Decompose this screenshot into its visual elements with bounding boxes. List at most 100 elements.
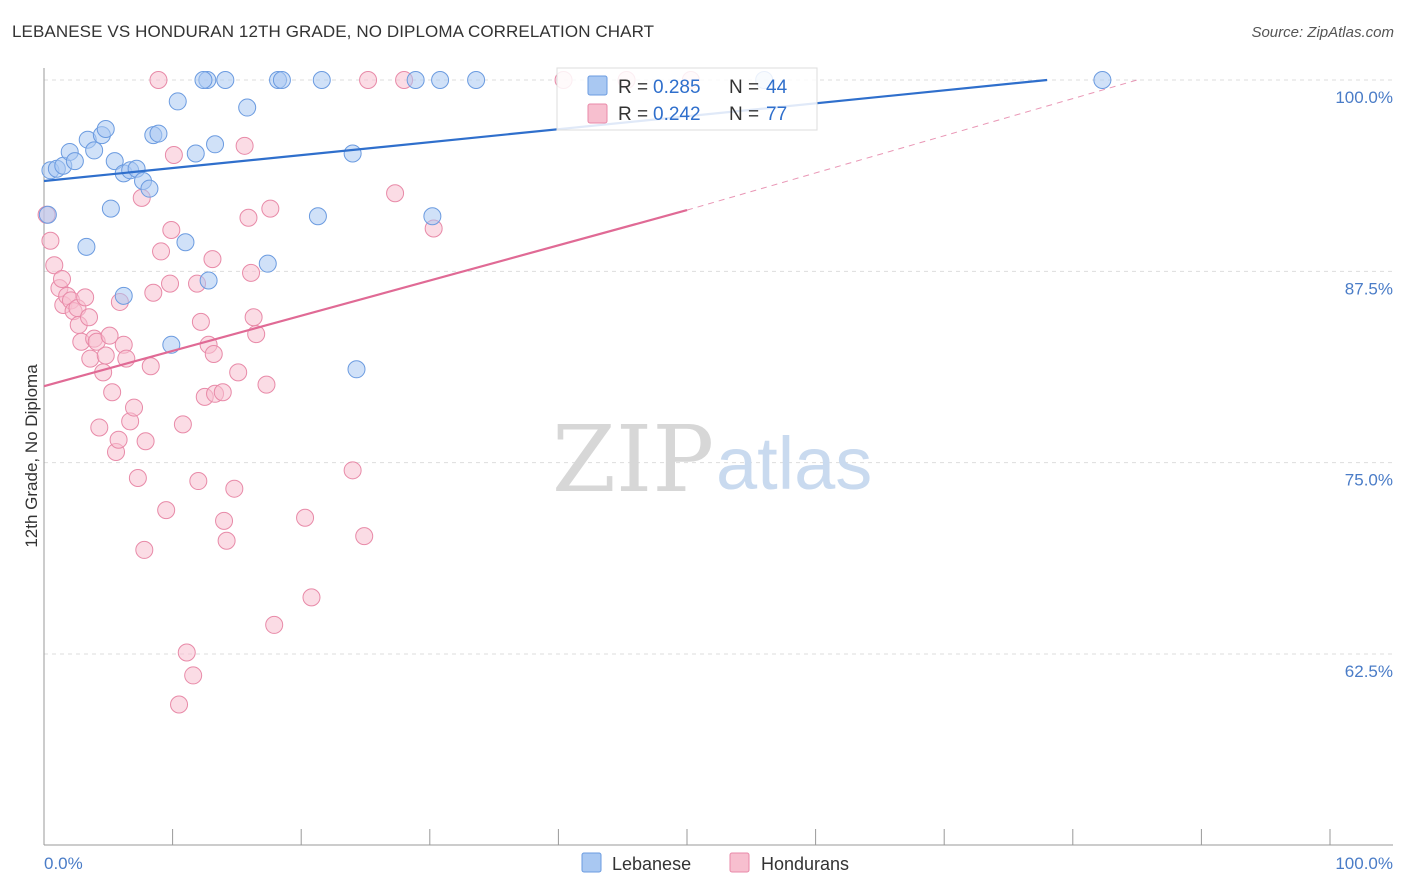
data-point-lebanese: [140, 179, 159, 198]
trendline-hondurans: [43, 209, 688, 388]
data-point-lebanese: [114, 286, 133, 305]
data-point-hondurans: [161, 274, 180, 293]
y-axis-title: 12th Grade, No Diploma: [22, 364, 41, 548]
data-point-lebanese: [65, 152, 84, 171]
data-point-hondurans: [265, 615, 284, 634]
data-point-lebanese: [312, 71, 331, 89]
data-point-lebanese: [343, 144, 362, 163]
data-point-hondurans: [204, 344, 223, 363]
data-point-hondurans: [386, 184, 405, 203]
data-point-hondurans: [359, 71, 378, 89]
data-point-hondurans: [343, 461, 362, 480]
data-point-hondurans: [296, 508, 315, 527]
data-point-lebanese: [77, 237, 96, 256]
data-point-lebanese: [308, 207, 327, 226]
data-point-lebanese: [467, 71, 486, 89]
data-point-hondurans: [80, 308, 99, 327]
data-point-hondurans: [96, 346, 115, 365]
bottom-legend-swatch-lebanese[interactable]: [581, 852, 602, 873]
data-point-lebanese: [38, 205, 57, 224]
watermark-zip: ZIP: [552, 406, 714, 513]
data-point-lebanese: [406, 71, 425, 89]
data-point-hondurans: [184, 666, 203, 685]
data-point-lebanese: [105, 152, 124, 171]
data-point-hondurans: [235, 136, 254, 155]
data-point-hondurans: [162, 221, 181, 240]
x-ticks: [43, 829, 1331, 845]
legend-n-label-hondurans: N =: [729, 104, 759, 125]
bottom-legend-swatch-hondurans[interactable]: [729, 852, 750, 873]
bottom-legend-label-hondurans[interactable]: Hondurans: [761, 854, 849, 874]
y-tick-label: 100.0%: [1335, 88, 1393, 107]
legend-n-value-lebanese: 44: [766, 77, 788, 98]
data-point-hondurans: [261, 199, 280, 218]
data-point-lebanese: [101, 199, 120, 218]
y-tick-label: 75.0%: [1345, 471, 1393, 490]
data-point-hondurans: [157, 501, 176, 520]
legend-n-label-lebanese: N =: [729, 77, 759, 98]
data-point-lebanese: [1093, 71, 1112, 89]
data-point-lebanese: [216, 71, 235, 89]
legend-r-label-lebanese: R =: [618, 77, 648, 98]
data-point-hondurans: [76, 288, 95, 307]
data-point-hondurans: [177, 643, 196, 662]
data-point-hondurans: [225, 479, 244, 498]
data-point-hondurans: [149, 71, 168, 89]
data-point-hondurans: [203, 250, 222, 269]
data-point-hondurans: [257, 375, 276, 394]
legend-r-value-lebanese: 0.285: [653, 77, 701, 98]
data-point-lebanese: [272, 71, 291, 89]
legend-swatch-hondurans: [587, 103, 608, 124]
data-point-hondurans: [215, 511, 234, 530]
data-point-hondurans: [103, 383, 122, 402]
legend-r-value-hondurans: 0.242: [653, 104, 701, 125]
data-point-hondurans: [173, 415, 192, 434]
data-point-lebanese: [186, 144, 205, 163]
data-point-hondurans: [239, 208, 258, 227]
data-point-lebanese: [423, 207, 442, 226]
data-point-hondurans: [81, 349, 100, 368]
data-point-hondurans: [100, 326, 119, 345]
bottom-legend-label-lebanese[interactable]: Lebanese: [612, 854, 691, 874]
chart-title: LEBANESE VS HONDURAN 12TH GRADE, NO DIPL…: [12, 22, 655, 41]
data-point-lebanese: [431, 71, 450, 89]
watermark: ZIP atlas: [552, 406, 872, 513]
data-point-hondurans: [213, 383, 232, 402]
bottom-legend: Lebanese Hondurans: [581, 852, 849, 874]
data-point-lebanese: [206, 135, 225, 154]
data-point-lebanese: [258, 254, 277, 273]
series-lebanese: [38, 71, 1112, 379]
trendline-hondurans-extension: [686, 79, 1138, 211]
data-point-hondurans: [355, 527, 374, 546]
data-point-hondurans: [141, 357, 160, 376]
data-point-hondurans: [244, 308, 263, 327]
data-point-lebanese: [176, 233, 195, 252]
data-point-hondurans: [41, 231, 60, 250]
data-point-hondurans: [191, 312, 210, 331]
gridlines: [44, 79, 1393, 655]
watermark-atlas: atlas: [716, 422, 872, 505]
trendline-lebanese: [43, 78, 1048, 183]
data-point-lebanese: [199, 271, 218, 290]
x-tick-label-max: 100.0%: [1335, 854, 1393, 873]
data-point-hondurans: [136, 432, 155, 451]
legend-swatch-lebanese: [587, 75, 608, 96]
data-point-hondurans: [135, 540, 154, 559]
data-point-hondurans: [128, 468, 147, 487]
x-tick-label-min: 0.0%: [44, 854, 83, 873]
data-point-lebanese: [149, 124, 168, 143]
chart-source: Source: ZipAtlas.com: [1251, 24, 1394, 41]
y-tick-label: 62.5%: [1345, 662, 1393, 681]
legend-n-value-hondurans: 77: [766, 104, 787, 125]
stats-legend: R = 0.285 N = 44 R = 0.242 N = 77: [556, 67, 818, 131]
data-point-hondurans: [125, 398, 144, 417]
trendlines: [43, 78, 1138, 388]
data-point-lebanese: [96, 119, 115, 138]
data-point-lebanese: [85, 141, 104, 160]
data-point-hondurans: [53, 269, 72, 288]
data-point-hondurans: [152, 242, 171, 261]
data-point-hondurans: [164, 146, 183, 165]
data-point-hondurans: [229, 363, 248, 382]
data-point-hondurans: [242, 263, 261, 282]
y-tick-label: 87.5%: [1345, 279, 1393, 298]
